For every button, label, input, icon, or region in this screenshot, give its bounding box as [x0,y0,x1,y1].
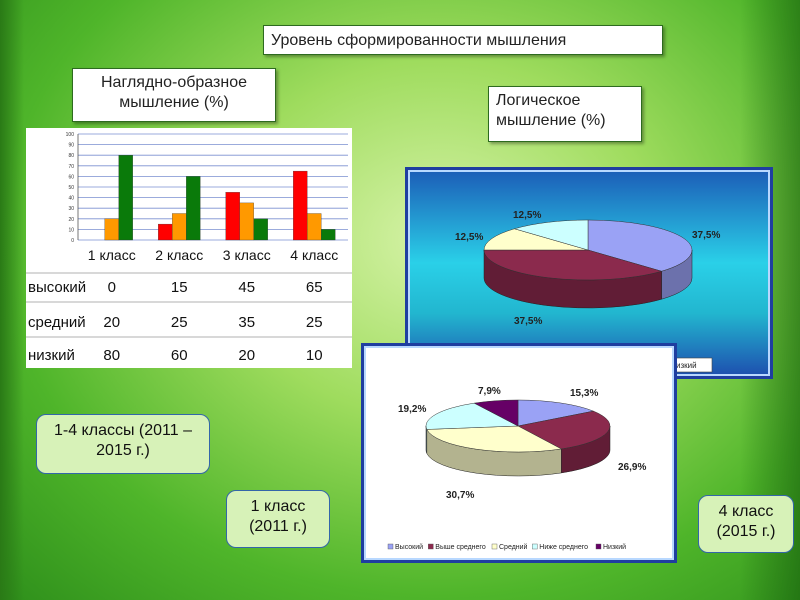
y-tick-label: 60 [68,174,74,180]
y-tick-label: 20 [68,217,74,223]
legend-entry: Низкий [603,543,626,551]
pie-slice-label: 37,5% [514,316,542,327]
bar-высокий [293,170,308,241]
legend-swatch [491,543,498,550]
bar-средний [104,218,119,241]
y-tick-label: 50 [68,185,74,191]
logical-thinking-label: Логическое мышление (%) [488,86,642,142]
table-cell: 20 [103,314,120,331]
pie-slice-label: 12,5% [455,232,483,243]
legend-swatch [532,543,538,550]
pie-slice-label: 12,5% [513,210,541,221]
pie-slice [517,399,595,427]
table-cell: 45 [238,279,255,296]
legend-swatch [428,543,434,550]
legend-swatch [387,543,394,550]
y-tick-label: 90 [68,143,74,149]
y-tick-label: 10 [68,227,74,233]
legend-swatch [595,543,602,550]
bar-низкий [253,218,268,241]
y-tick-label: 80 [68,153,74,159]
legend-entry: Выше среднего [435,544,486,551]
pie-slice-label: 7,9% [478,386,501,397]
pie-slice-label: 19,2% [398,404,426,415]
bar-средний [307,213,322,241]
legend-entry: Средний [499,543,528,551]
table-cell: 25 [171,314,188,331]
pie-chart-panel-logical-1: 15,3% 26,9% 30,7% 19,2% 7,9% Высокий Выше сред… [364,346,674,560]
callout-grade-1: 1 класс (2011 г.) [226,490,330,548]
category-label: 1 класс [88,247,136,263]
y-tick-label: 0 [71,238,74,244]
legend-entry: Ниже среднего [539,544,588,551]
bar-высокий [225,192,240,241]
pie-slice [426,425,563,453]
pie-slice [483,249,663,281]
table-row-label: средний [28,314,86,331]
pie-slice-label: 26,9% [618,462,646,473]
y-tick-label: 70 [68,164,74,170]
table-cell: 0 [108,279,116,296]
bar-средний [239,202,254,241]
bar-низкий [186,176,201,241]
pie-slice [587,219,693,272]
legend-entry: Высокий [395,543,423,551]
bar-высокий [158,223,173,241]
pie-slice [473,399,519,427]
pie-slice [513,219,589,251]
category-label: 2 класс [155,247,203,263]
pie-slice-label: 30,7% [446,490,474,501]
table-cell: 65 [306,279,323,296]
table-cell: 10 [306,347,323,364]
pie-slice [483,228,589,251]
bar-низкий [321,229,336,241]
pie-slice-side [425,425,428,454]
y-tick-label: 40 [68,196,74,202]
pie-slice-label: 15,3% [570,388,598,399]
table-cell: 60 [171,347,188,364]
pie-chart-panel-logical-4: 37,5% 37,5% 12,5% 12,5% изкий [408,170,770,376]
table-row-label: низкий [28,347,75,364]
slide-title: Уровень сформированности мышления [263,25,663,55]
left-edge-shade [0,0,24,600]
pie-slice-label: 37,5% [692,230,720,241]
table-row-label: высокий [28,279,86,296]
table-cell: 35 [238,314,255,331]
category-label: 4 класс [290,247,338,263]
visual-thinking-label: Наглядно-образное мышление (%) [72,68,276,122]
bar-средний [172,213,187,241]
table-cell: 80 [103,347,120,364]
legend-fragment: изкий [676,361,697,370]
y-tick-label: 30 [68,206,74,212]
pie-chart-logical-4: 37,5% 37,5% 12,5% 12,5% изкий [455,210,720,373]
pie-chart-logical-1: 15,3% 26,9% 30,7% 19,2% 7,9% Высокий Выше сред… [387,386,646,551]
bar-низкий [118,155,133,241]
pie-slice [425,402,519,430]
pie-slice [517,410,611,450]
table-cell: 15 [171,279,188,296]
y-tick-label: 100 [66,132,75,138]
callout-grade-4: 4 класс (2015 г.) [698,495,794,553]
table-cell: 25 [306,314,323,331]
category-label: 3 класс [223,247,271,263]
callout-grades-1-4: 1-4 классы (2011 – 2015 г.) [36,414,210,474]
table-cell: 20 [238,347,255,364]
bar-chart-panel: 0 10 20 30 40 50 60 70 80 90 100 1 класс 2 класс 3 кл… [26,128,352,371]
